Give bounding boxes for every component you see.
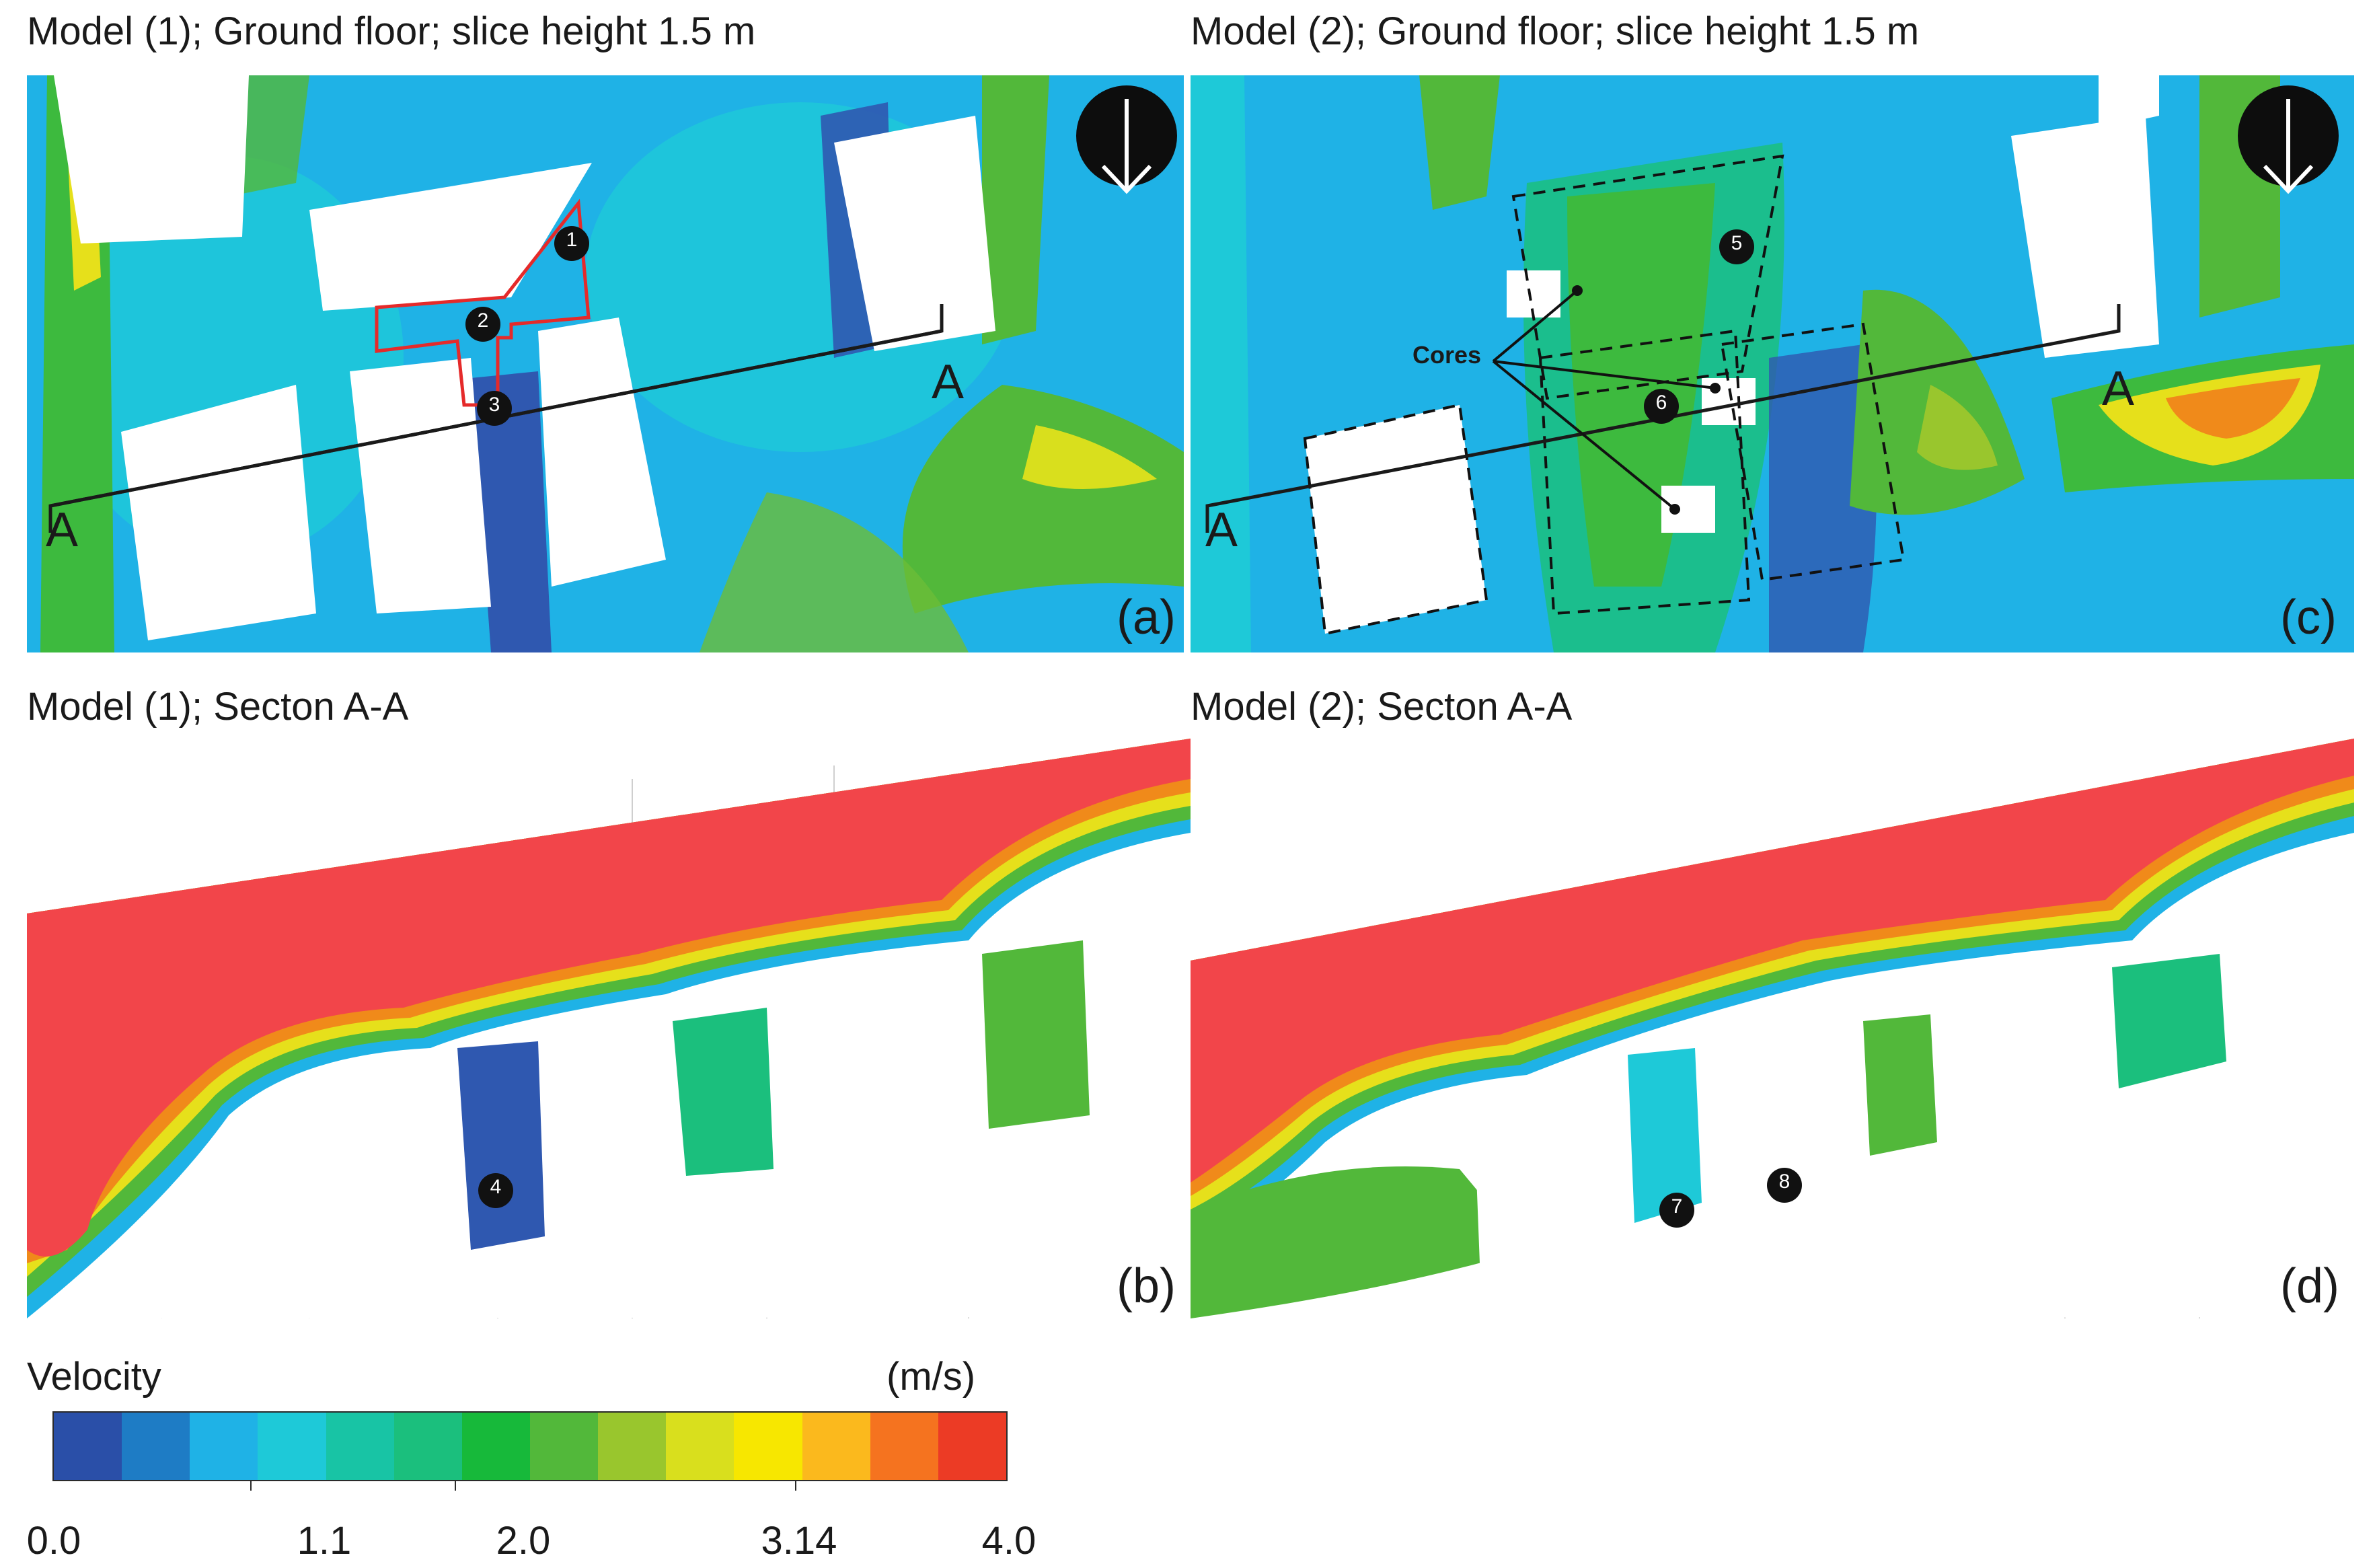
colorbar-segment-10 bbox=[734, 1413, 802, 1480]
marker-2 bbox=[465, 307, 500, 342]
colorbar-segment-11 bbox=[802, 1413, 870, 1480]
marker-5 bbox=[1719, 229, 1754, 264]
panel-d-title: Model (2); Secton A-A bbox=[1191, 685, 1573, 729]
marker-1 bbox=[554, 226, 589, 261]
panel-c-label: (c) bbox=[2280, 591, 2337, 644]
marker-2-label: 2 bbox=[477, 309, 489, 332]
panel-a-plan: A A 1 2 3 (a) bbox=[27, 75, 1184, 652]
colorbar-segment-8 bbox=[598, 1413, 667, 1480]
panel-b-contour bbox=[27, 739, 1191, 1318]
panel-b-title: Model (1); Secton A-A bbox=[27, 685, 409, 729]
colorbar-segment-6 bbox=[461, 1413, 530, 1480]
section-mark-right-c: A bbox=[2102, 362, 2135, 416]
marker-8-label: 8 bbox=[1778, 1170, 1790, 1193]
marker-3-label: 3 bbox=[488, 394, 500, 416]
tick-label: 1.1 bbox=[297, 1519, 352, 1563]
marker-5-label: 5 bbox=[1731, 232, 1743, 254]
colorbar-segment-13 bbox=[938, 1413, 1006, 1480]
panel-a-label: (a) bbox=[1117, 591, 1176, 644]
tick-label: 0.0 bbox=[26, 1519, 81, 1563]
legend-title: Velocity bbox=[27, 1355, 161, 1398]
section-mark-left-c: A bbox=[1205, 503, 1238, 557]
marker-6 bbox=[1644, 389, 1679, 424]
marker-7-label: 7 bbox=[1671, 1195, 1683, 1218]
section-mark-right: A bbox=[932, 355, 965, 409]
velocity-colorbar bbox=[52, 1411, 1008, 1481]
tick-label: 3.14 bbox=[761, 1519, 837, 1563]
marker-1-label: 1 bbox=[566, 229, 578, 251]
panel-a-contour bbox=[27, 75, 1184, 652]
colorbar-segment-12 bbox=[870, 1413, 938, 1480]
colorbar-segment-1 bbox=[122, 1413, 190, 1480]
colorbar-segment-4 bbox=[326, 1413, 394, 1480]
section-mark-left: A bbox=[46, 503, 79, 557]
panel-d-section: 7 8 (d) bbox=[1191, 739, 2354, 1318]
colorbar-segment-3 bbox=[258, 1413, 326, 1480]
colorbar-segment-0 bbox=[54, 1413, 122, 1480]
colorbar-segment-9 bbox=[666, 1413, 734, 1480]
tick-mark bbox=[455, 1481, 456, 1491]
marker-3 bbox=[477, 391, 512, 426]
panel-b-label: (b) bbox=[1117, 1259, 1176, 1313]
cores-callout: Cores bbox=[1412, 341, 1482, 369]
colorbar-segment-7 bbox=[529, 1413, 599, 1480]
tick-label: 4.0 bbox=[981, 1519, 1036, 1563]
marker-7 bbox=[1659, 1193, 1694, 1228]
panel-a-title: Model (1); Ground floor; slice height 1.… bbox=[27, 9, 756, 53]
marker-4-label: 4 bbox=[490, 1176, 502, 1198]
panel-d-contour bbox=[1191, 739, 2354, 1318]
tick-mark bbox=[250, 1481, 252, 1491]
panel-c-plan: A A Cores 5 6 (c) bbox=[1191, 75, 2354, 652]
legend-unit: (m/s) bbox=[887, 1355, 976, 1398]
marker-6-label: 6 bbox=[1655, 391, 1667, 414]
panel-c-title: Model (2); Ground floor; slice height 1.… bbox=[1191, 9, 1920, 53]
marker-4 bbox=[478, 1173, 513, 1208]
panel-b-section: 4 (b) bbox=[27, 739, 1191, 1318]
marker-8 bbox=[1767, 1168, 1802, 1203]
colorbar-segment-2 bbox=[190, 1413, 258, 1480]
panel-d-label: (d) bbox=[2280, 1259, 2339, 1313]
colorbar-segment-5 bbox=[393, 1413, 462, 1480]
tick-mark bbox=[795, 1481, 796, 1491]
panel-c-contour bbox=[1191, 75, 2354, 652]
tick-label: 2.0 bbox=[496, 1519, 551, 1563]
